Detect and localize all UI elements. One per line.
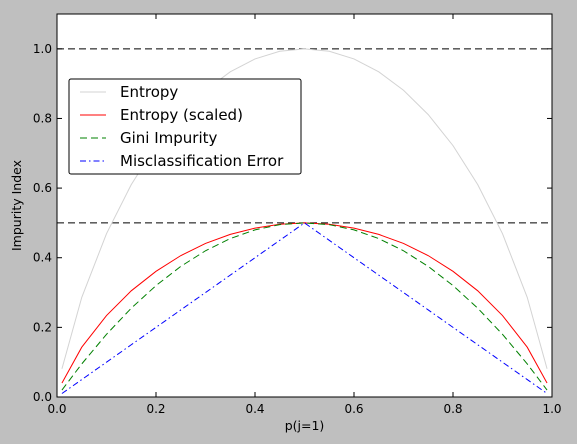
series-line-3 bbox=[61, 222, 548, 394]
plot-frame bbox=[56, 13, 553, 398]
y-tick-label: 0.6 bbox=[33, 181, 52, 195]
x-tick-label: 0.4 bbox=[245, 402, 264, 416]
y-axis-label: Impurity Index bbox=[9, 160, 24, 251]
x-tick-label: 0.6 bbox=[344, 402, 363, 416]
legend-box bbox=[68, 78, 302, 175]
legend-label-1: Entropy (scaled) bbox=[120, 106, 243, 124]
x-tick-label: 0.0 bbox=[47, 402, 66, 416]
legend-label-3: Misclassification Error bbox=[120, 152, 284, 170]
x-axis-label: p(j=1) bbox=[285, 418, 325, 433]
y-tick-label: 0.4 bbox=[33, 251, 52, 265]
axis-ticks: 0.0 0.2 0.4 0.6 0.8 1.0 0.0 0.2 0.4 0.6 0.8 1.0 bbox=[33, 14, 562, 416]
legend-label-2: Gini Impurity bbox=[120, 129, 218, 147]
x-tick-label: 0.2 bbox=[146, 402, 165, 416]
x-tick-label: 1.0 bbox=[542, 402, 561, 416]
y-tick-label: 0.2 bbox=[33, 320, 52, 334]
series-line-1 bbox=[61, 222, 548, 384]
y-tick-label: 0.8 bbox=[33, 111, 52, 125]
legend-label-0: Entropy bbox=[120, 83, 178, 101]
x-tick-label: 0.8 bbox=[443, 402, 462, 416]
y-tick-label: 1.0 bbox=[33, 42, 52, 56]
y-tick-label: 0.0 bbox=[33, 390, 52, 404]
plot-area bbox=[57, 14, 552, 397]
legend: Entropy Entropy (scaled) Gini Impurity Misc… bbox=[68, 78, 302, 175]
